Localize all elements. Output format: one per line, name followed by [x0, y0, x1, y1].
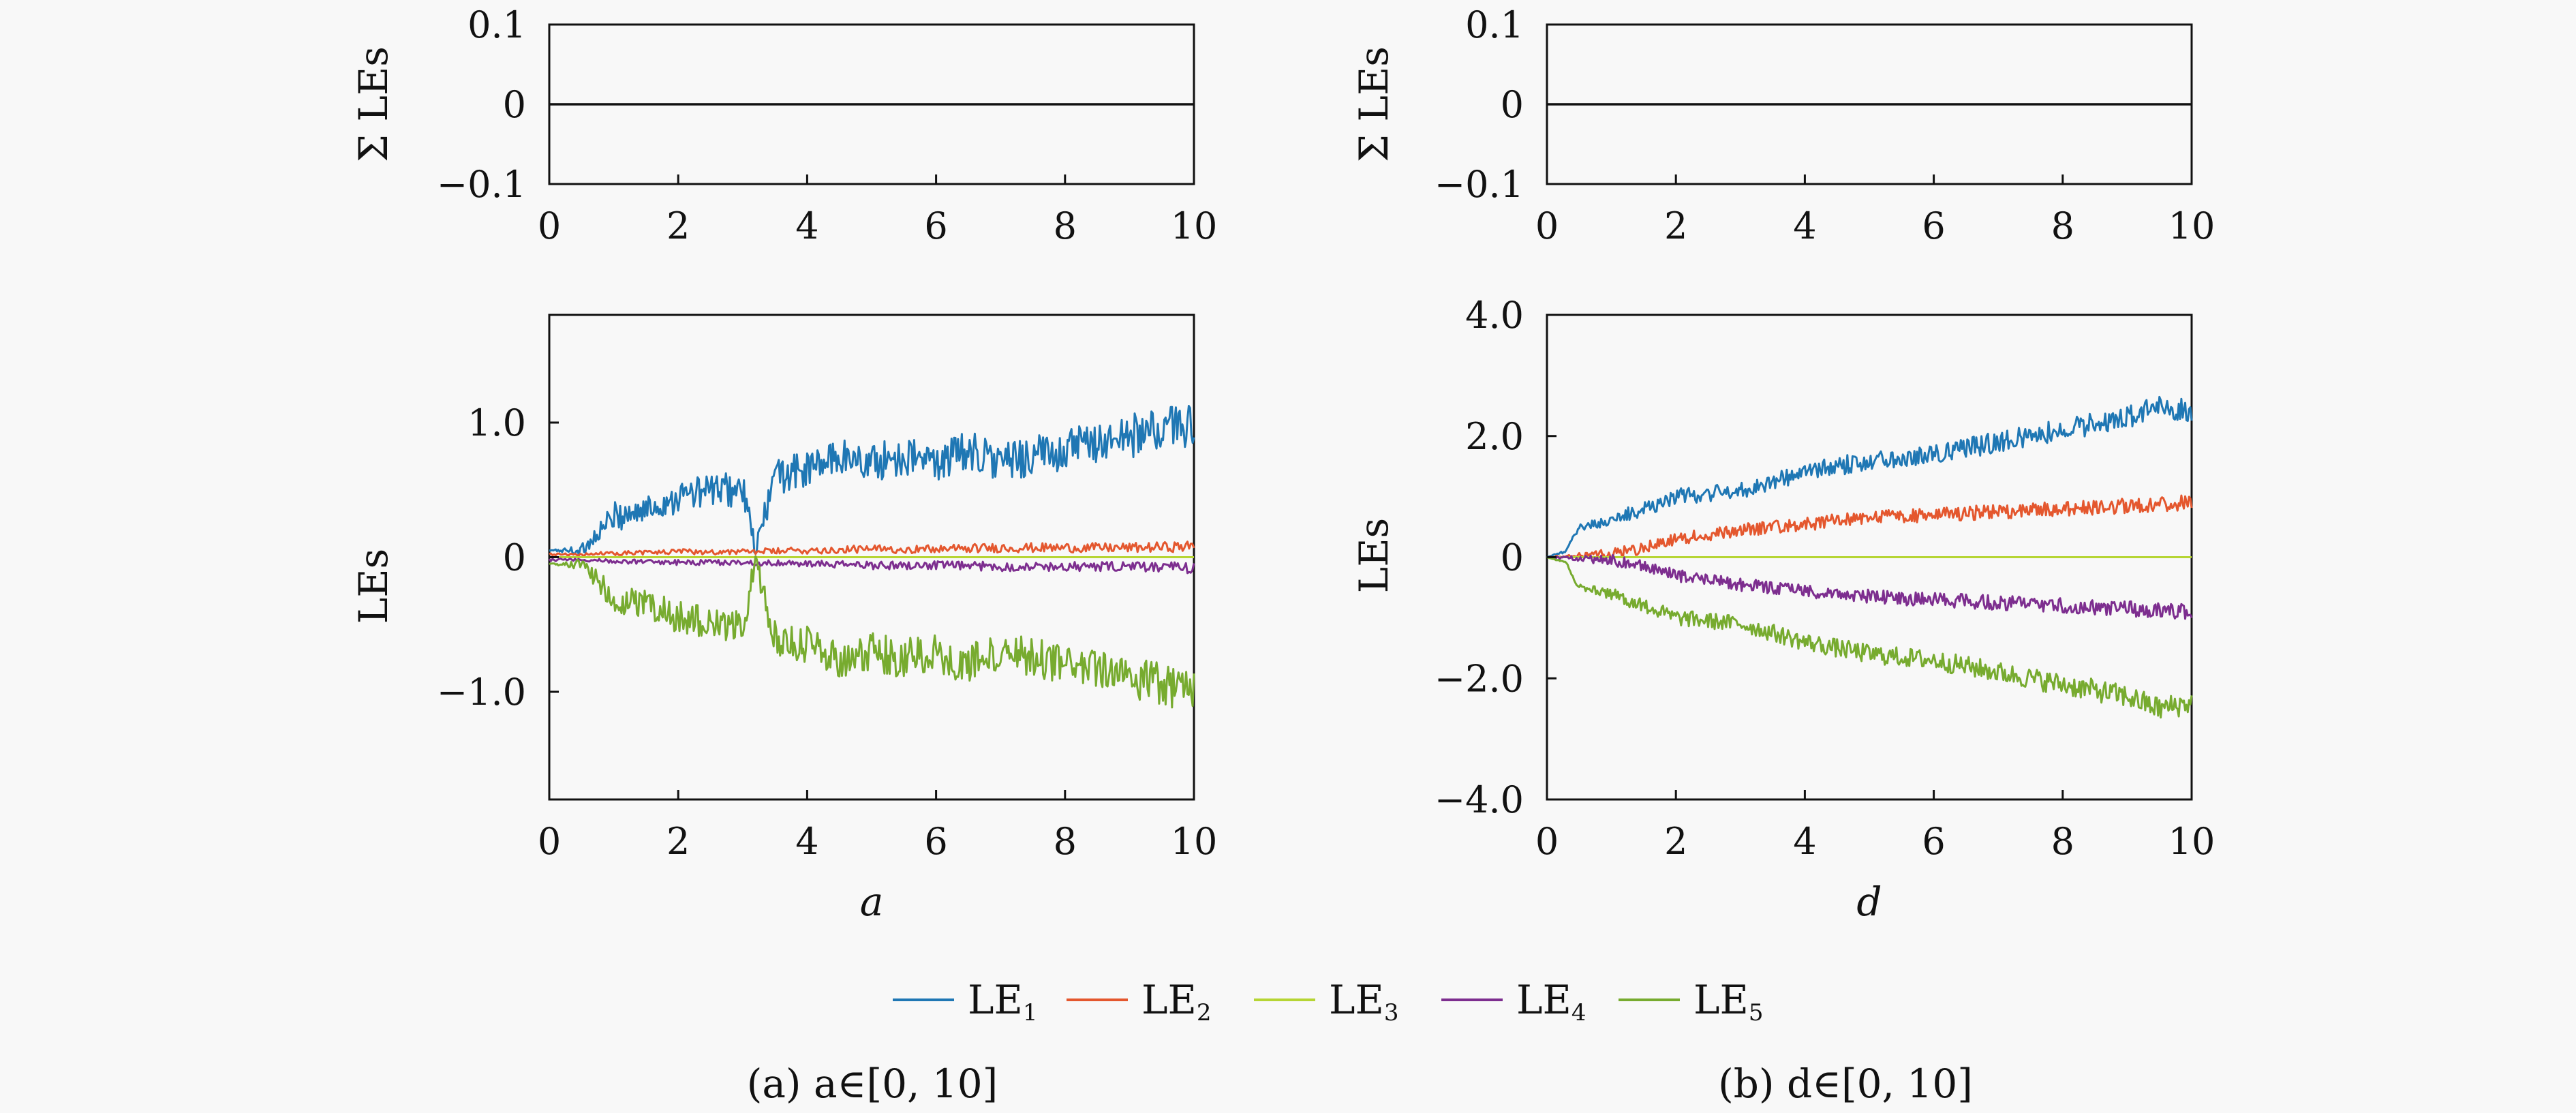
y-tick-label: 0	[1501, 536, 1524, 579]
x-tick-label: 8	[1054, 204, 1077, 247]
caption-b: (b) d∈[0, 10]	[1718, 1061, 1973, 1107]
y-axis-label: LEs	[1351, 518, 1397, 594]
y-tick-label: 0	[503, 536, 526, 579]
x-tick-label: 2	[666, 820, 690, 863]
x-tick-label: 0	[538, 204, 561, 247]
y-tick-label: 0.1	[1465, 3, 1524, 46]
x-tick-label: 4	[795, 820, 818, 863]
series-line-le5	[1546, 556, 2193, 719]
x-tick-label: 6	[924, 820, 947, 863]
x-tick-label: 6	[1922, 820, 1945, 863]
series-line-le4	[1546, 553, 2193, 620]
x-tick-label: 2	[1664, 820, 1687, 863]
x-tick-label: 8	[2051, 820, 2074, 863]
x-tick-label: 4	[1793, 204, 1816, 247]
x-tick-label: 4	[795, 204, 818, 247]
x-tick-label: 4	[1793, 820, 1816, 863]
y-tick-label: 1.0	[467, 401, 526, 444]
x-tick-label: 8	[2051, 204, 2074, 247]
x-tick-label: 10	[1171, 820, 1218, 863]
x-tick-label: 2	[666, 204, 690, 247]
x-tick-label: 6	[1922, 204, 1945, 247]
y-tick-label: −2.0	[1435, 657, 1524, 700]
legend-label-1: LE1	[968, 977, 1038, 1026]
x-tick-label: 10	[2168, 820, 2215, 863]
y-tick-label: −0.1	[437, 163, 526, 206]
plot-b-sum-les: 0 2 4 6 8 10 0.1 0 −0.1 Σ LEs	[1351, 3, 2215, 247]
series-line-le4	[548, 558, 1195, 575]
plot-b-les: 0 2 4 6 8 10 4.0 2.0 0 −2.0 −4.0 LEs d	[1351, 294, 2215, 925]
y-tick-label: 0.1	[467, 3, 526, 46]
plot-a-les: 0 2 4 6 8 10 1.0 0 −1.0 LEs a	[350, 314, 1218, 925]
x-tick-label: 6	[924, 204, 947, 247]
y-tick-label: 0	[1501, 83, 1524, 126]
series-line-le1	[549, 405, 1195, 557]
series-line-le2	[1547, 494, 2193, 560]
y-tick-label: −1.0	[437, 671, 526, 714]
legend: LE1 LE2 LE3 LE4 LE5	[893, 977, 1764, 1026]
y-tick-label: −4.0	[1435, 778, 1524, 821]
y-axis-label: Σ LEs	[350, 46, 397, 162]
x-tick-label: 8	[1054, 820, 1077, 863]
y-axis-label: Σ LEs	[1351, 46, 1397, 162]
caption-a: (a) a∈[0, 10]	[747, 1061, 998, 1107]
legend-label-3: LE3	[1329, 977, 1399, 1026]
x-tick-label: 0	[538, 820, 561, 863]
x-tick-label: 0	[1535, 820, 1559, 863]
y-tick-label: −0.1	[1435, 163, 1524, 206]
series-line-le1	[1546, 395, 2193, 558]
y-tick-label: 4.0	[1465, 294, 1524, 337]
legend-label-5: LE5	[1693, 977, 1764, 1026]
series-line-le2	[549, 540, 1195, 557]
y-axis-label: LEs	[350, 549, 397, 624]
series-line-le5	[549, 555, 1195, 709]
legend-label-2: LE2	[1141, 977, 1212, 1026]
y-tick-label: 0	[503, 83, 526, 126]
x-tick-label: 0	[1535, 204, 1559, 247]
legend-label-4: LE4	[1516, 977, 1586, 1026]
y-tick-label: 2.0	[1465, 415, 1524, 458]
x-tick-label: 2	[1664, 204, 1687, 247]
x-tick-label: 10	[2168, 204, 2215, 247]
plot-a-sum-les: 0 2 4 6 8 10 0.1 0 −0.1 Σ LEs	[350, 3, 1217, 247]
x-axis-label: a	[860, 879, 884, 925]
x-axis-label: d	[1856, 879, 1882, 925]
x-tick-label: 10	[1171, 204, 1218, 247]
